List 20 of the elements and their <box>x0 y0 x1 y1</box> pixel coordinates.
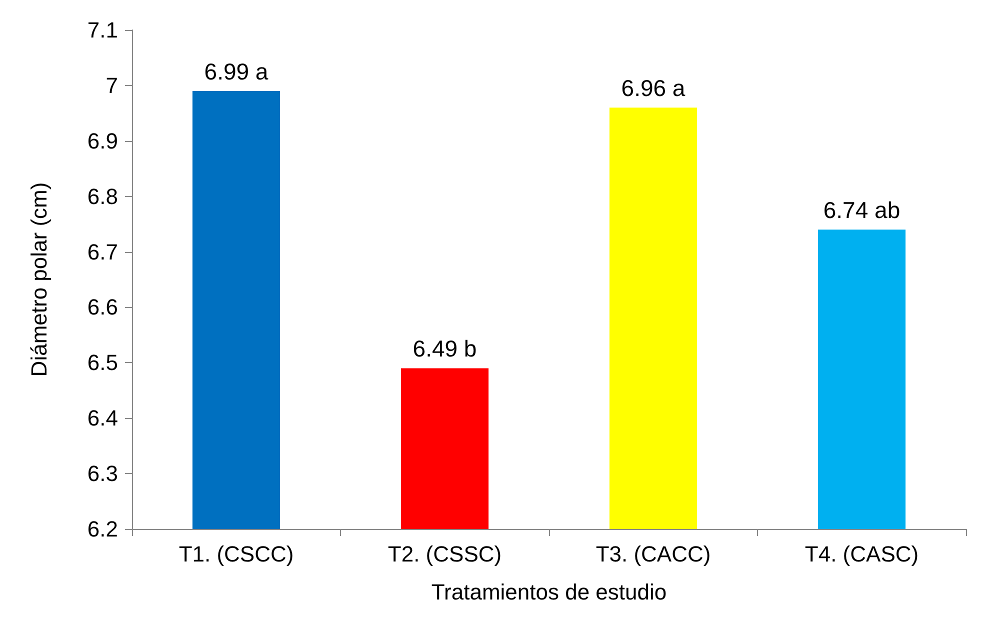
y-tick-label: 7 <box>106 72 118 98</box>
y-tick-label: 6.2 <box>87 516 118 542</box>
data-label: 6.74 ab <box>823 197 900 224</box>
x-axis-title: Tratamientos de estudio <box>431 580 667 604</box>
y-tick-label: 6.8 <box>87 184 118 209</box>
data-label: 6.99 a <box>204 58 268 84</box>
data-label: 6.49 b <box>412 336 477 362</box>
y-tick-label: 6.4 <box>87 406 118 431</box>
x-tick-label: T3. (CACC) <box>596 542 711 566</box>
y-tick-label: 6.9 <box>87 128 118 154</box>
y-tick-label: 6.6 <box>87 294 118 320</box>
y-tick-label: 7.1 <box>87 18 118 42</box>
y-tick-label: 6.3 <box>87 461 118 486</box>
x-tick-label: T1. (CSCC) <box>178 542 294 566</box>
data-label: 6.96 a <box>621 75 686 102</box>
y-tick-label: 6.7 <box>87 239 118 264</box>
x-tick-label: T4. (CASC) <box>804 542 919 566</box>
x-tick-label: T2. (CSSC) <box>388 542 502 566</box>
y-tick-label: 6.5 <box>87 350 118 376</box>
y-axis-title: Diámetro polar (cm) <box>26 182 52 377</box>
